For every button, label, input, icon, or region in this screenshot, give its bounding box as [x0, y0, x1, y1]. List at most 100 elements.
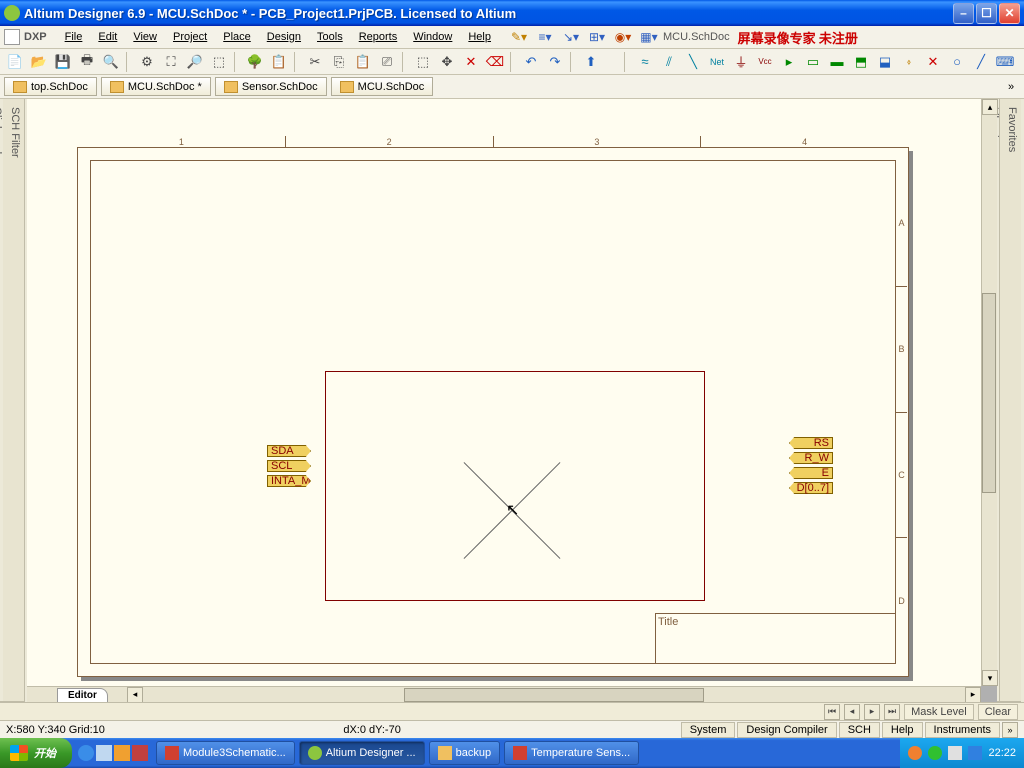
- tray-icon[interactable]: [928, 746, 942, 760]
- canvas[interactable]: 1 2 3 4 A B C D ↖ SDA SCL: [27, 99, 981, 686]
- align-icon[interactable]: ≡▾: [535, 29, 555, 45]
- panel-sch-filter[interactable]: SCH Filter: [6, 99, 24, 702]
- scroll-thumb[interactable]: [404, 688, 704, 702]
- dxp-menu[interactable]: DXP: [24, 31, 47, 43]
- scroll-thumb[interactable]: [982, 293, 996, 493]
- ie-icon[interactable]: [78, 745, 94, 761]
- port[interactable]: SDA: [267, 445, 311, 457]
- nav-prev-icon[interactable]: ◂: [844, 704, 860, 720]
- copy-icon[interactable]: ⎘: [328, 51, 350, 73]
- help-button[interactable]: Help: [882, 722, 923, 738]
- undo-icon[interactable]: ↶: [520, 51, 542, 73]
- redo-icon[interactable]: ↷: [544, 51, 566, 73]
- zoom-select-icon[interactable]: ⬚: [208, 51, 230, 73]
- port[interactable]: RS: [789, 437, 833, 449]
- sch-button[interactable]: SCH: [839, 722, 880, 738]
- zoom-fit-icon[interactable]: ⛶: [160, 51, 182, 73]
- design-compiler-button[interactable]: Design Compiler: [737, 722, 836, 738]
- tray-icon[interactable]: [908, 746, 922, 760]
- compile-icon[interactable]: ⚙: [136, 51, 158, 73]
- device-sheet-icon[interactable]: ⬒: [850, 51, 872, 73]
- clock[interactable]: 22:22: [988, 747, 1016, 759]
- wire-icon[interactable]: ≈: [634, 51, 656, 73]
- port[interactable]: SCL: [267, 460, 311, 472]
- open-icon[interactable]: 📂: [28, 51, 50, 73]
- doc-icon[interactable]: 📋: [268, 51, 290, 73]
- menu-file[interactable]: File: [57, 29, 91, 45]
- port-icon[interactable]: ⬫: [898, 51, 920, 73]
- port[interactable]: INTA_MP: [267, 475, 311, 487]
- maximize-button[interactable]: ☐: [976, 3, 997, 24]
- doc-tab[interactable]: Sensor.SchDoc: [215, 77, 327, 96]
- scroll-right-icon[interactable]: ▸: [965, 687, 981, 703]
- doc-tab[interactable]: MCU.SchDoc *: [101, 77, 211, 96]
- menu-tools[interactable]: Tools: [309, 29, 351, 45]
- taskbar-item[interactable]: Temperature Sens...: [504, 741, 639, 765]
- instruments-button[interactable]: Instruments: [925, 722, 1000, 738]
- app-icon[interactable]: [114, 745, 130, 761]
- port[interactable]: E: [789, 467, 833, 479]
- vcc-icon[interactable]: Vcc: [754, 51, 776, 73]
- hierarchy-up-icon[interactable]: ⬆: [580, 51, 602, 73]
- noerp-icon[interactable]: ✕: [922, 51, 944, 73]
- menu-edit[interactable]: Edit: [90, 29, 125, 45]
- ellipse-icon[interactable]: ○: [946, 51, 968, 73]
- taskbar-item[interactable]: Module3Schematic...: [156, 741, 295, 765]
- menu-view[interactable]: View: [125, 29, 165, 45]
- hierarchy-icon[interactable]: 🌳: [244, 51, 266, 73]
- menu-reports[interactable]: Reports: [351, 29, 406, 45]
- menu-window[interactable]: Window: [405, 29, 460, 45]
- pencil-icon[interactable]: ✎▾: [509, 29, 529, 45]
- new-icon[interactable]: 📄: [4, 51, 26, 73]
- zoom-area-icon[interactable]: 🔎: [184, 51, 206, 73]
- select-icon[interactable]: ⬚: [412, 51, 434, 73]
- circle-tool-icon[interactable]: ◉▾: [613, 29, 633, 45]
- panel-favorites[interactable]: Favorites: [1003, 99, 1021, 702]
- sheet-entry-icon[interactable]: ▬: [826, 51, 848, 73]
- rubber-stamp-icon[interactable]: ⎚: [376, 51, 398, 73]
- harness-icon[interactable]: ⬓: [874, 51, 896, 73]
- scroll-left-icon[interactable]: ◂: [127, 687, 143, 703]
- clear-icon[interactable]: ⌫: [484, 51, 506, 73]
- menu-design[interactable]: Design: [259, 29, 309, 45]
- close-button[interactable]: ✕: [999, 3, 1020, 24]
- chevron-icon[interactable]: »: [1002, 722, 1018, 738]
- dxp-icon[interactable]: [4, 29, 20, 45]
- net-label-icon[interactable]: Net: [706, 51, 728, 73]
- nav-next-icon[interactable]: ▸: [864, 704, 880, 720]
- port[interactable]: R_W: [789, 452, 833, 464]
- deselect-icon[interactable]: ✕: [460, 51, 482, 73]
- panel-clipboard[interactable]: Clipboard: [0, 99, 6, 702]
- move-icon[interactable]: ✥: [436, 51, 458, 73]
- scroll-down-icon[interactable]: ▾: [982, 670, 998, 686]
- vertical-scrollbar[interactable]: ▴ ▾: [981, 99, 997, 686]
- arrow-tool-icon[interactable]: ↘▾: [561, 29, 581, 45]
- line-icon[interactable]: ╱: [970, 51, 992, 73]
- taskbar-item[interactable]: backup: [429, 741, 500, 765]
- system-button[interactable]: System: [681, 722, 736, 738]
- menu-place[interactable]: Place: [215, 29, 259, 45]
- sheet-symbol[interactable]: ↖: [325, 371, 705, 601]
- sheet-symbol-icon[interactable]: ▭: [802, 51, 824, 73]
- bus-entry-icon[interactable]: ╲: [682, 51, 704, 73]
- clear-button[interactable]: Clear: [978, 704, 1018, 720]
- port[interactable]: D[0..7]: [789, 482, 833, 494]
- cut-icon[interactable]: ✂: [304, 51, 326, 73]
- nav-last-icon[interactable]: ⏭: [884, 704, 900, 720]
- network-icon[interactable]: [968, 746, 982, 760]
- paste-icon[interactable]: 📋: [352, 51, 374, 73]
- tab-overflow-icon[interactable]: »: [1002, 79, 1020, 95]
- print-icon[interactable]: 🖶: [76, 51, 98, 73]
- volume-icon[interactable]: [948, 746, 962, 760]
- scroll-up-icon[interactable]: ▴: [982, 99, 998, 115]
- desktop-icon[interactable]: [96, 745, 112, 761]
- mask-level-button[interactable]: Mask Level: [904, 704, 974, 720]
- part-icon[interactable]: ▸: [778, 51, 800, 73]
- doc-tab[interactable]: top.SchDoc: [4, 77, 97, 96]
- text-icon[interactable]: ⌨: [994, 51, 1016, 73]
- gnd-icon[interactable]: ⏚: [730, 51, 752, 73]
- bus-icon[interactable]: ⫽: [658, 51, 680, 73]
- minimize-button[interactable]: –: [953, 3, 974, 24]
- menu-help[interactable]: Help: [460, 29, 499, 45]
- hash-icon[interactable]: ▦▾: [639, 29, 659, 45]
